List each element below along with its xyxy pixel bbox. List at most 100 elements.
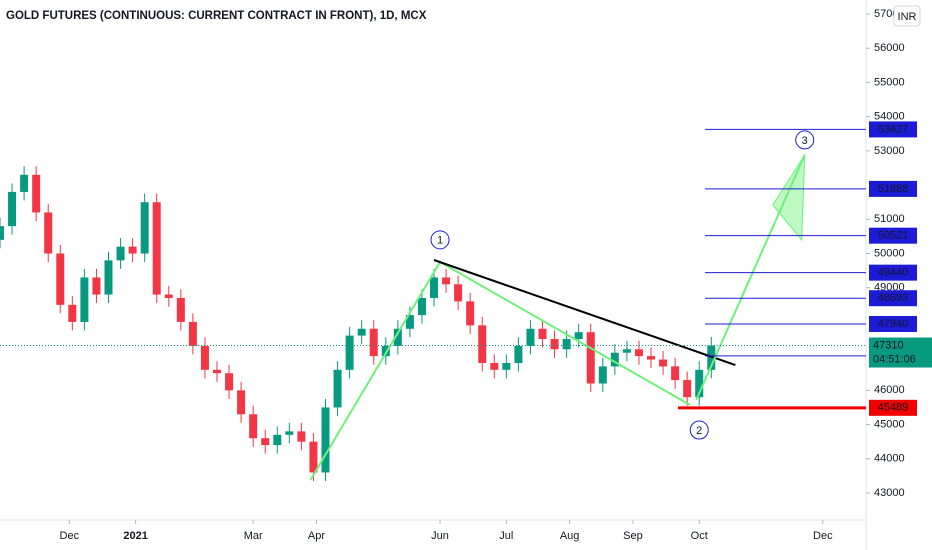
wave-circle xyxy=(430,230,450,250)
candle-body xyxy=(80,277,89,322)
candle-body xyxy=(188,321,197,346)
level-label-box xyxy=(869,121,917,138)
wave-circle xyxy=(689,420,709,440)
level-label-box xyxy=(869,264,917,281)
countdown-label: 04:51:06 xyxy=(873,353,916,365)
candle-body xyxy=(490,362,499,370)
candle-body xyxy=(213,369,222,374)
level-label: 53627 xyxy=(878,123,909,135)
candle-body xyxy=(140,202,149,254)
plot: 1 2 3 xyxy=(0,130,866,481)
candle-body xyxy=(478,325,487,363)
trendline xyxy=(309,261,441,481)
candle-body xyxy=(44,212,53,254)
y-tick-label: 50000 xyxy=(874,247,905,259)
y-tick-label: 43000 xyxy=(874,487,905,499)
x-tick-label: Oct xyxy=(691,530,708,542)
wave-label: 3 xyxy=(802,135,808,147)
candle-body xyxy=(32,174,41,213)
candle-body xyxy=(261,438,270,446)
y-tick-label: 45000 xyxy=(874,418,905,430)
candle-body xyxy=(176,297,185,322)
candle-body xyxy=(695,369,704,398)
currency-label: INR xyxy=(898,11,917,23)
candle-body xyxy=(417,297,426,316)
level-label: 45489 xyxy=(878,402,909,414)
candle-body xyxy=(8,191,17,227)
candle-body xyxy=(393,328,402,346)
candle-body xyxy=(309,441,318,473)
candle-body xyxy=(345,335,354,370)
x-tick-label: Mar xyxy=(244,530,263,542)
candle-body xyxy=(369,328,378,357)
level-label-box xyxy=(869,227,917,244)
level-label: 47940 xyxy=(878,318,909,330)
y-tick-label: 55000 xyxy=(874,76,905,88)
candle-body xyxy=(92,277,101,295)
y-tick-label: 44000 xyxy=(874,453,905,465)
candle-body xyxy=(502,362,511,370)
candle-body xyxy=(321,407,330,473)
level-label: 50521 xyxy=(878,230,909,242)
level-label: 51888 xyxy=(878,183,909,195)
x-tick-label: Sep xyxy=(623,530,643,542)
chart-title: GOLD FUTURES (CONTINUOUS: CURRENT CONTRA… xyxy=(6,10,427,22)
currency-button[interactable] xyxy=(893,5,921,27)
candle-body xyxy=(514,345,523,363)
candle-body xyxy=(200,345,209,370)
candle-body xyxy=(225,373,234,391)
y-tick-label: 56000 xyxy=(874,42,905,54)
x-tick-label: Apr xyxy=(308,530,325,542)
candle-body xyxy=(538,328,547,340)
candle-body xyxy=(466,301,475,326)
candle-body xyxy=(598,366,607,384)
candle-body xyxy=(164,294,173,298)
candle-body xyxy=(574,332,583,340)
level-label-box xyxy=(869,180,917,197)
x-tick-label: Jun xyxy=(431,530,449,542)
arrow-head xyxy=(772,153,806,242)
candle-body xyxy=(56,253,65,305)
candle-body xyxy=(297,431,306,442)
candle-body xyxy=(622,349,631,353)
candle-body xyxy=(550,339,559,350)
candle-body xyxy=(20,174,29,192)
x-tick-label: 2021 xyxy=(123,530,147,542)
candle-body xyxy=(357,328,366,336)
y-tick-label: 51000 xyxy=(874,213,905,225)
candle-body xyxy=(683,380,692,398)
candle-body xyxy=(454,284,463,302)
trendline xyxy=(695,154,806,401)
candle-body xyxy=(634,349,643,357)
x-tick-label: Aug xyxy=(560,530,580,542)
y-tick-label: 53000 xyxy=(874,145,905,157)
level-label-box xyxy=(869,290,917,307)
candle-body xyxy=(116,246,125,261)
candle-body xyxy=(237,390,246,415)
x-tick-label: Dec xyxy=(60,530,80,542)
candle-body xyxy=(671,366,680,381)
x-tick-label: Jul xyxy=(499,530,513,542)
candle-body xyxy=(249,414,258,439)
trendline xyxy=(439,261,691,406)
y-tick-label: 46000 xyxy=(874,384,905,396)
level-label-box xyxy=(869,399,917,416)
candle-body xyxy=(610,352,619,367)
candle-body xyxy=(586,332,595,384)
candle-body xyxy=(128,246,137,254)
candle-body xyxy=(152,202,161,295)
wave-circle xyxy=(795,130,815,150)
candle-body xyxy=(659,359,668,367)
candle-body xyxy=(526,328,535,346)
candle-body xyxy=(430,277,439,298)
candle-body xyxy=(285,431,294,435)
candle-body xyxy=(333,369,342,408)
level-label-box xyxy=(869,315,917,332)
candle-body xyxy=(562,339,571,350)
wave-label: 2 xyxy=(696,425,702,437)
trendline xyxy=(433,259,736,366)
level-label: 48693 xyxy=(878,292,909,304)
x-tick-label: Dec xyxy=(813,530,833,542)
candle-body xyxy=(68,304,77,322)
